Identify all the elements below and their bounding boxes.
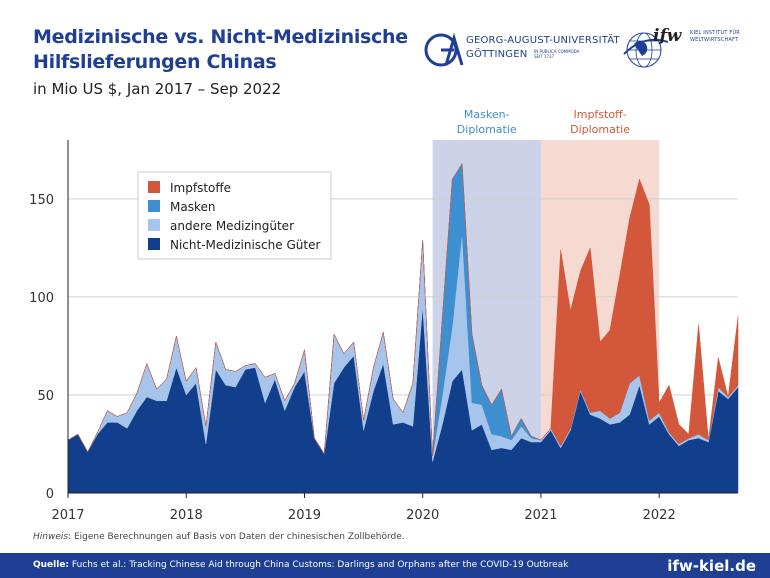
area-series-3 [67,162,739,456]
ifw-logo-line1: KIEL INSTITUT FÜR [690,30,740,36]
highlight-label-0-0: Masken- [464,108,510,121]
footer-source-text: Fuchs et al.: Tracking Chinese Aid throu… [69,560,569,570]
footer-source: Quelle: Fuchs et al.: Tracking Chinese A… [33,560,568,570]
goettingen-logo [424,32,464,67]
x-tick-label-2021: 2021 [524,508,557,523]
legend-swatch-2 [148,219,160,231]
ifw-globe-logo [623,32,669,68]
chart-subtitle: in Mio US $, Jan 2017 – Sep 2022 [33,80,282,98]
chart-note: Hinweis: Eigene Berechnungen auf Basis v… [33,532,405,542]
legend-label-1: Masken [170,200,215,214]
ifw-logo-word: ifw [653,26,682,46]
goettingen-logo-motto: IN PUBLICA COMMODA SEIT 1737 [534,49,580,59]
note-label: Hinweis [33,532,69,542]
legend-swatch-3 [148,238,160,250]
legend-label-0: Impfstoffe [170,181,231,195]
legend-label-2: andere Medizingüter [170,219,294,233]
legend-label-3: Nicht-Medizinische Güter [170,238,320,252]
x-tick-label-2019: 2019 [288,508,321,523]
footer-source-label: Quelle: [33,560,70,570]
footer-brand-link[interactable]: ifw-kiel.de [667,557,756,575]
y-tick-label-0: 0 [46,487,54,502]
legend-swatch-1 [148,200,160,212]
stacked-area-chart: Masken- Diplomatie Impfstoff- Diplomatie 0 50… [29,108,739,523]
highlight-label-0-1: Diplomatie [457,123,517,136]
ifw-logo-line2: WELTWIRTSCHAFT [690,37,739,43]
highlight-label-1-1: Diplomatie [570,123,630,136]
goettingen-logo-line2: GÖTTINGEN [466,49,528,60]
legend-swatch-0 [148,181,160,193]
note-text: : Eigene Berechnungen auf Basis von Date… [68,532,405,542]
goettingen-logo-line1: GEORG-AUGUST-UNIVERSITÄT [466,35,620,46]
x-tick-label-2022: 2022 [643,508,676,523]
x-tick-label-2020: 2020 [406,508,439,523]
legend-box [137,171,332,260]
y-tick-label-100: 100 [29,291,54,306]
chart-title: Medizinische vs. Nicht-Medizinische Hilf… [33,26,408,73]
highlight-label-1-0: Impfstoff- [573,108,626,121]
x-tick-label-2018: 2018 [170,508,203,523]
footer-bar: Quelle: Fuchs et al.: Tracking Chinese A… [0,553,770,578]
x-tick-label-2017: 2017 [51,508,84,523]
y-tick-label-50: 50 [37,389,54,404]
y-tick-label-150: 150 [29,193,54,208]
